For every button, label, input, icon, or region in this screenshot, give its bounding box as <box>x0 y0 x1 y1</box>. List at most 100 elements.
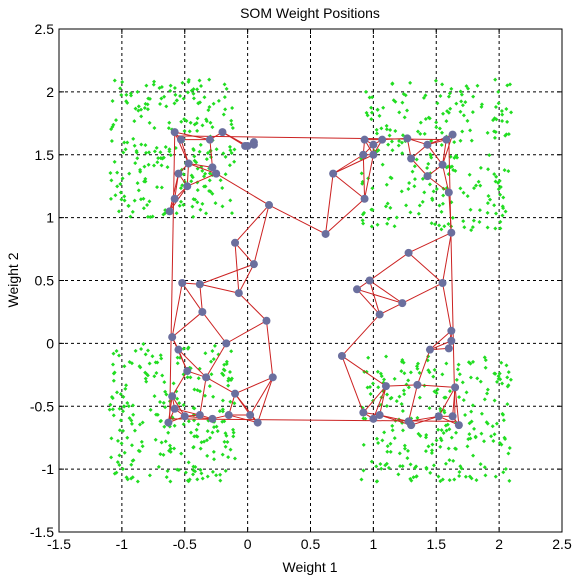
data-point <box>386 142 391 147</box>
y-tick-label: 1.5 <box>35 147 55 163</box>
data-point <box>180 183 185 188</box>
data-point <box>200 201 205 206</box>
neuron-marker <box>438 160 447 169</box>
data-point <box>423 449 428 454</box>
data-point <box>463 100 468 105</box>
data-point <box>198 100 203 105</box>
data-point <box>460 380 465 385</box>
data-point <box>376 385 381 390</box>
neuron-link <box>181 282 203 313</box>
data-point <box>470 403 475 408</box>
data-point <box>430 198 435 203</box>
data-point <box>508 377 513 382</box>
data-point <box>438 479 443 484</box>
data-point <box>193 469 198 474</box>
neuron-marker <box>353 285 362 294</box>
data-point <box>141 206 146 211</box>
data-point <box>464 84 469 89</box>
data-point <box>223 154 228 159</box>
y-tick-label: 2 <box>46 84 54 100</box>
data-point <box>232 159 237 164</box>
neuron-marker <box>234 289 243 298</box>
data-point <box>144 372 149 377</box>
data-point <box>165 469 170 474</box>
neuron-link <box>215 173 270 206</box>
data-point <box>426 444 431 449</box>
data-point <box>192 387 197 392</box>
data-point <box>177 401 182 406</box>
data-point <box>191 472 196 477</box>
data-point <box>191 464 196 469</box>
x-tick-label: 1.5 <box>427 536 447 552</box>
data-point <box>178 94 183 99</box>
data-point <box>498 226 503 231</box>
data-point <box>164 475 169 480</box>
data-point <box>191 87 196 92</box>
data-point <box>117 353 122 358</box>
neuron-marker <box>195 280 204 289</box>
data-point <box>143 101 148 106</box>
data-point <box>462 225 467 230</box>
data-point <box>359 477 364 482</box>
data-point <box>370 95 375 100</box>
data-point <box>200 476 205 481</box>
data-point <box>385 392 390 397</box>
neuron-marker <box>208 163 217 172</box>
data-point <box>107 407 112 412</box>
neuron-link <box>442 139 447 165</box>
data-point <box>232 147 237 152</box>
data-point <box>446 110 451 115</box>
data-point <box>451 458 456 463</box>
data-point <box>226 455 231 460</box>
data-point <box>125 100 130 105</box>
y-tick-label: 0.5 <box>35 273 55 289</box>
data-point <box>168 449 173 454</box>
data-point <box>120 409 125 414</box>
data-point <box>406 378 411 383</box>
neuron-link <box>234 393 259 423</box>
neuron-link <box>341 314 381 357</box>
data-point <box>465 194 470 199</box>
data-point <box>163 405 168 410</box>
data-point <box>378 371 383 376</box>
data-point <box>400 151 405 156</box>
data-point <box>166 430 171 435</box>
data-point <box>115 460 120 465</box>
data-point <box>147 96 152 101</box>
data-point <box>476 179 481 184</box>
data-point <box>112 78 117 83</box>
data-point <box>498 219 503 224</box>
data-point <box>208 120 213 125</box>
data-point <box>441 193 446 198</box>
data-point <box>227 163 232 168</box>
data-point <box>400 428 405 433</box>
data-point <box>443 461 448 466</box>
data-point <box>196 376 201 381</box>
data-point <box>211 357 216 362</box>
neuron-marker <box>265 201 274 210</box>
data-point <box>385 201 390 206</box>
data-point <box>387 133 392 138</box>
data-point <box>132 119 137 124</box>
data-point <box>442 410 447 415</box>
data-point <box>381 105 386 110</box>
data-point <box>405 108 410 113</box>
data-point <box>222 368 227 373</box>
data-point <box>197 78 202 83</box>
data-point <box>228 399 233 404</box>
neuron-link <box>228 414 258 424</box>
data-point <box>133 161 138 166</box>
data-point <box>361 442 366 447</box>
data-point <box>228 447 233 452</box>
data-point <box>474 478 479 483</box>
neuron-marker <box>375 411 384 420</box>
neuron-marker <box>168 333 177 342</box>
data-point <box>408 210 413 215</box>
data-point <box>148 407 153 412</box>
data-point <box>380 438 385 443</box>
data-point <box>374 131 379 136</box>
data-point <box>472 186 477 191</box>
data-point <box>136 188 141 193</box>
data-point <box>376 148 381 153</box>
